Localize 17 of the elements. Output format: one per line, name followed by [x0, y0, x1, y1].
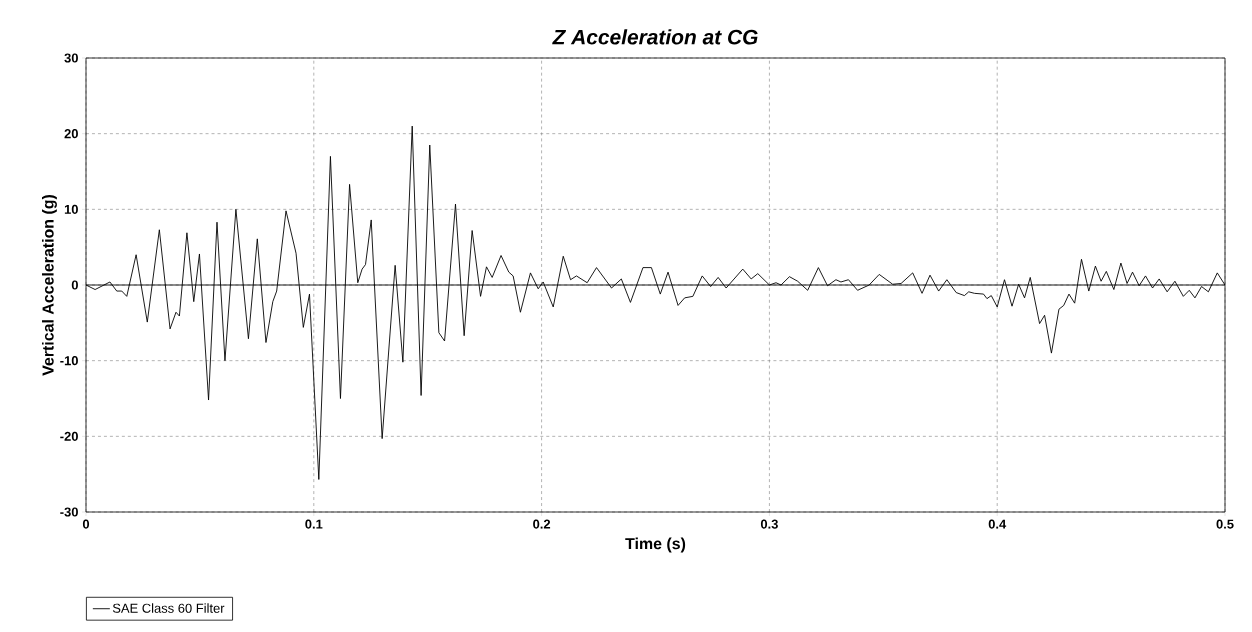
x-tick-label: 0.4	[988, 519, 1007, 529]
x-tick-label: 0	[82, 519, 90, 529]
y-tick-label: 0	[71, 280, 78, 290]
x-axis-title: Time (s)	[625, 537, 686, 553]
y-tick-label: 20	[64, 129, 78, 139]
x-tick-label: 0.1	[305, 519, 323, 529]
y-tick-label: -20	[60, 431, 78, 441]
y-axis-title: Vertical Acceleration (g)	[42, 195, 57, 376]
y-tick-label: -30	[60, 507, 78, 517]
y-tick-label: 30	[64, 53, 78, 63]
y-tick-label: 10	[64, 204, 78, 214]
x-tick-label: 0.5	[1216, 519, 1234, 529]
x-tick-label: 0.2	[533, 519, 551, 529]
y-tick-label: -10	[60, 356, 78, 366]
chart-title: Z Acceleration at CG	[552, 29, 758, 45]
x-tick-label: 0.3	[760, 519, 778, 529]
legend-label: SAE Class 60 Filter	[112, 603, 225, 613]
